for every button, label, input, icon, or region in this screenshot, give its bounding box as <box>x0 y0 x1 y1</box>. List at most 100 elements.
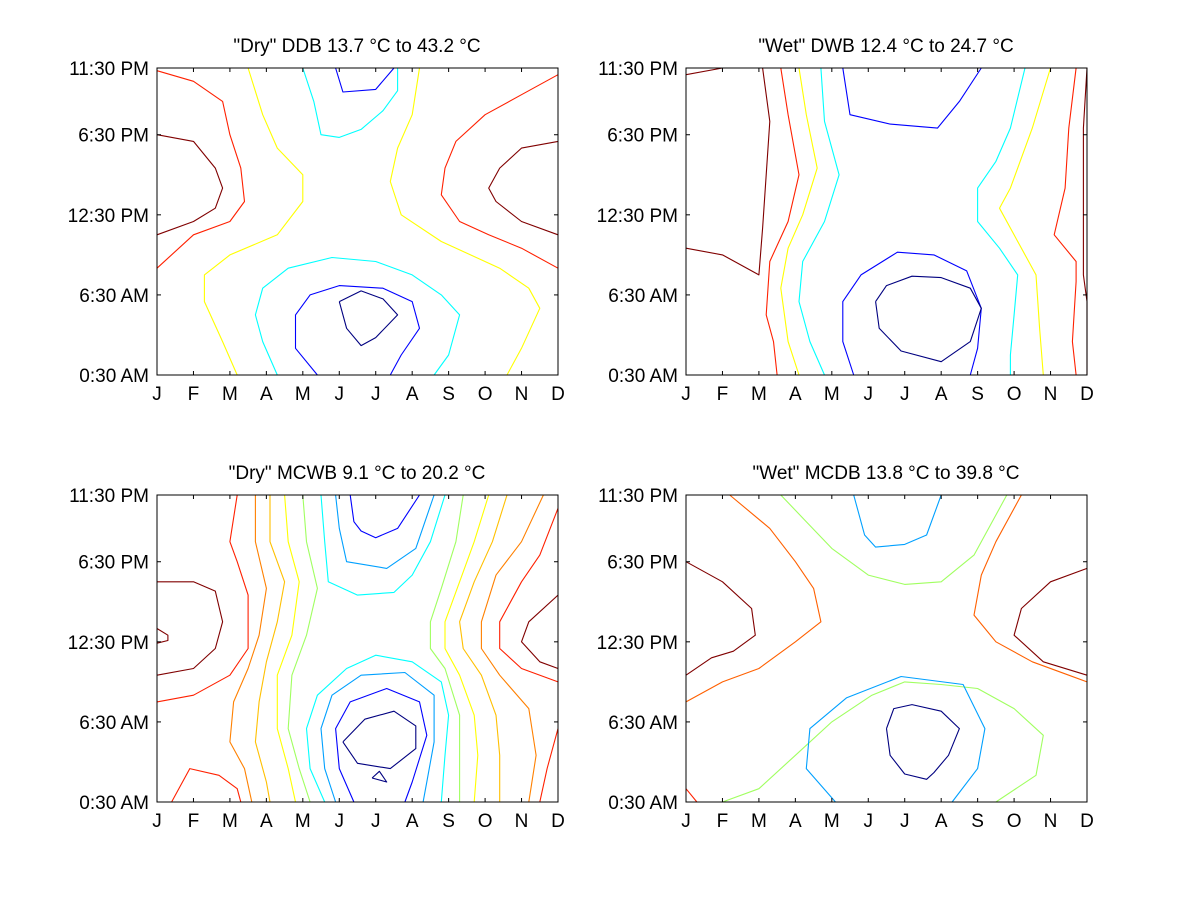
contour-line <box>853 494 942 548</box>
panel-title: "Dry" MCWB 9.1 °C to 20.2 °C <box>229 463 486 484</box>
x-tick-label: M <box>295 384 311 405</box>
contour-line <box>349 494 420 539</box>
contour-line <box>780 67 818 376</box>
x-tick-label: J <box>371 384 381 405</box>
x-tick-label: F <box>717 384 729 405</box>
contour-line <box>294 285 421 376</box>
x-tick-label: O <box>1007 811 1022 832</box>
contour-line <box>156 134 224 236</box>
contour-line <box>885 704 960 780</box>
y-tick-label: 12:30 PM <box>597 633 678 654</box>
y-tick-label: 6:30 PM <box>78 553 149 574</box>
contour-line <box>276 494 300 803</box>
contour-line <box>488 140 559 236</box>
x-tick-label: J <box>900 384 910 405</box>
x-tick-label: J <box>681 811 691 832</box>
x-tick-label: S <box>442 384 455 405</box>
y-tick-label: 11:30 PM <box>69 486 149 507</box>
contour-line <box>722 681 1044 803</box>
x-tick-label: S <box>971 384 984 405</box>
contour-line <box>685 561 756 676</box>
contour-line <box>444 494 490 803</box>
contour-line <box>203 67 304 376</box>
contour-line <box>875 275 982 363</box>
x-tick-label: J <box>900 811 910 832</box>
y-tick-label: 6:30 PM <box>607 553 678 574</box>
x-tick-label: J <box>681 384 691 405</box>
panel-title: "Wet" MCDB 13.8 °C to 39.8 °C <box>753 463 1020 484</box>
contour-line <box>520 594 559 670</box>
x-tick-label: O <box>478 384 493 405</box>
x-tick-label: N <box>515 811 529 832</box>
contour-line <box>842 67 982 129</box>
contour-line <box>305 654 450 803</box>
axes-frame <box>156 494 559 803</box>
x-tick-label: A <box>260 384 273 405</box>
contour-line <box>229 495 267 803</box>
contour-line <box>480 494 544 803</box>
y-tick-label: 0:30 AM <box>608 793 678 814</box>
x-tick-label: A <box>789 384 802 405</box>
y-tick-label: 11:30 PM <box>69 59 149 80</box>
y-tick-label: 11:30 PM <box>598 486 678 507</box>
x-tick-label: D <box>551 811 565 832</box>
x-tick-label: F <box>188 384 200 405</box>
x-tick-label: O <box>1007 384 1022 405</box>
panel-dry-ddb: "Dry" DDB 13.7 °C to 43.2 °C J F M A M J J A S O N… <box>68 36 565 405</box>
x-tick-label: J <box>335 811 345 832</box>
y-tick-label: 11:30 PM <box>598 59 678 80</box>
contour-line <box>977 67 1026 375</box>
contour-line <box>499 508 559 683</box>
contour-line <box>156 628 169 644</box>
y-tick-label: 0:30 AM <box>79 793 149 814</box>
y-tick-label: 0:30 AM <box>79 366 149 387</box>
x-tick-label: M <box>751 384 767 405</box>
axes-frame <box>156 67 559 376</box>
x-tick-label: D <box>1080 384 1094 405</box>
panel-title: "Wet" DWB 12.4 °C to 24.7 °C <box>758 36 1013 57</box>
x-tick-label: A <box>406 384 419 405</box>
x-tick-label: N <box>1044 384 1058 405</box>
contour-line <box>1013 567 1088 676</box>
y-tick-label: 6:30 AM <box>608 286 678 307</box>
contour-line <box>459 494 508 802</box>
contour-line <box>254 495 286 803</box>
contour-line <box>685 67 771 276</box>
contour-line <box>1053 67 1077 376</box>
y-tick-label: 6:30 AM <box>608 713 678 734</box>
contour-line <box>685 494 822 703</box>
contour-line <box>156 70 246 269</box>
panel-wet-dwb: "Wet" DWB 12.4 °C to 24.7 °C J F M A M J J A S O N… <box>597 36 1094 405</box>
x-tick-label: J <box>152 811 162 832</box>
contour-line <box>685 67 723 76</box>
contour-line <box>805 675 986 803</box>
contour-line <box>287 494 318 803</box>
x-tick-label: S <box>442 811 455 832</box>
x-tick-label: A <box>406 811 419 832</box>
x-tick-label: J <box>864 811 874 832</box>
panel-wet-mcdb: "Wet" MCDB 13.8 °C to 39.8 °C J F M A M J J A S O… <box>597 463 1094 832</box>
x-tick-label: J <box>864 384 874 405</box>
contour-line <box>685 788 698 803</box>
contour-line <box>389 67 541 376</box>
x-tick-label: A <box>935 811 948 832</box>
panel-dry-mcwb: "Dry" MCWB 9.1 °C to 20.2 °C J F M A M J J A S O N… <box>68 463 565 832</box>
x-tick-label: M <box>751 811 767 832</box>
x-tick-label: A <box>260 811 273 832</box>
x-tick-label: M <box>824 811 840 832</box>
x-tick-label: F <box>188 811 200 832</box>
x-tick-label: A <box>935 384 948 405</box>
x-tick-label: N <box>1044 811 1058 832</box>
x-tick-label: M <box>295 811 311 832</box>
contour-line <box>335 494 435 569</box>
y-tick-label: 6:30 PM <box>607 126 678 147</box>
axes-frame <box>685 67 1088 376</box>
contour-line <box>302 67 399 138</box>
x-tick-label: M <box>824 384 840 405</box>
contour-line <box>998 67 1052 376</box>
contour-line <box>342 710 417 770</box>
x-tick-label: S <box>971 811 984 832</box>
contour-line <box>798 67 840 376</box>
contour-line <box>539 728 559 803</box>
